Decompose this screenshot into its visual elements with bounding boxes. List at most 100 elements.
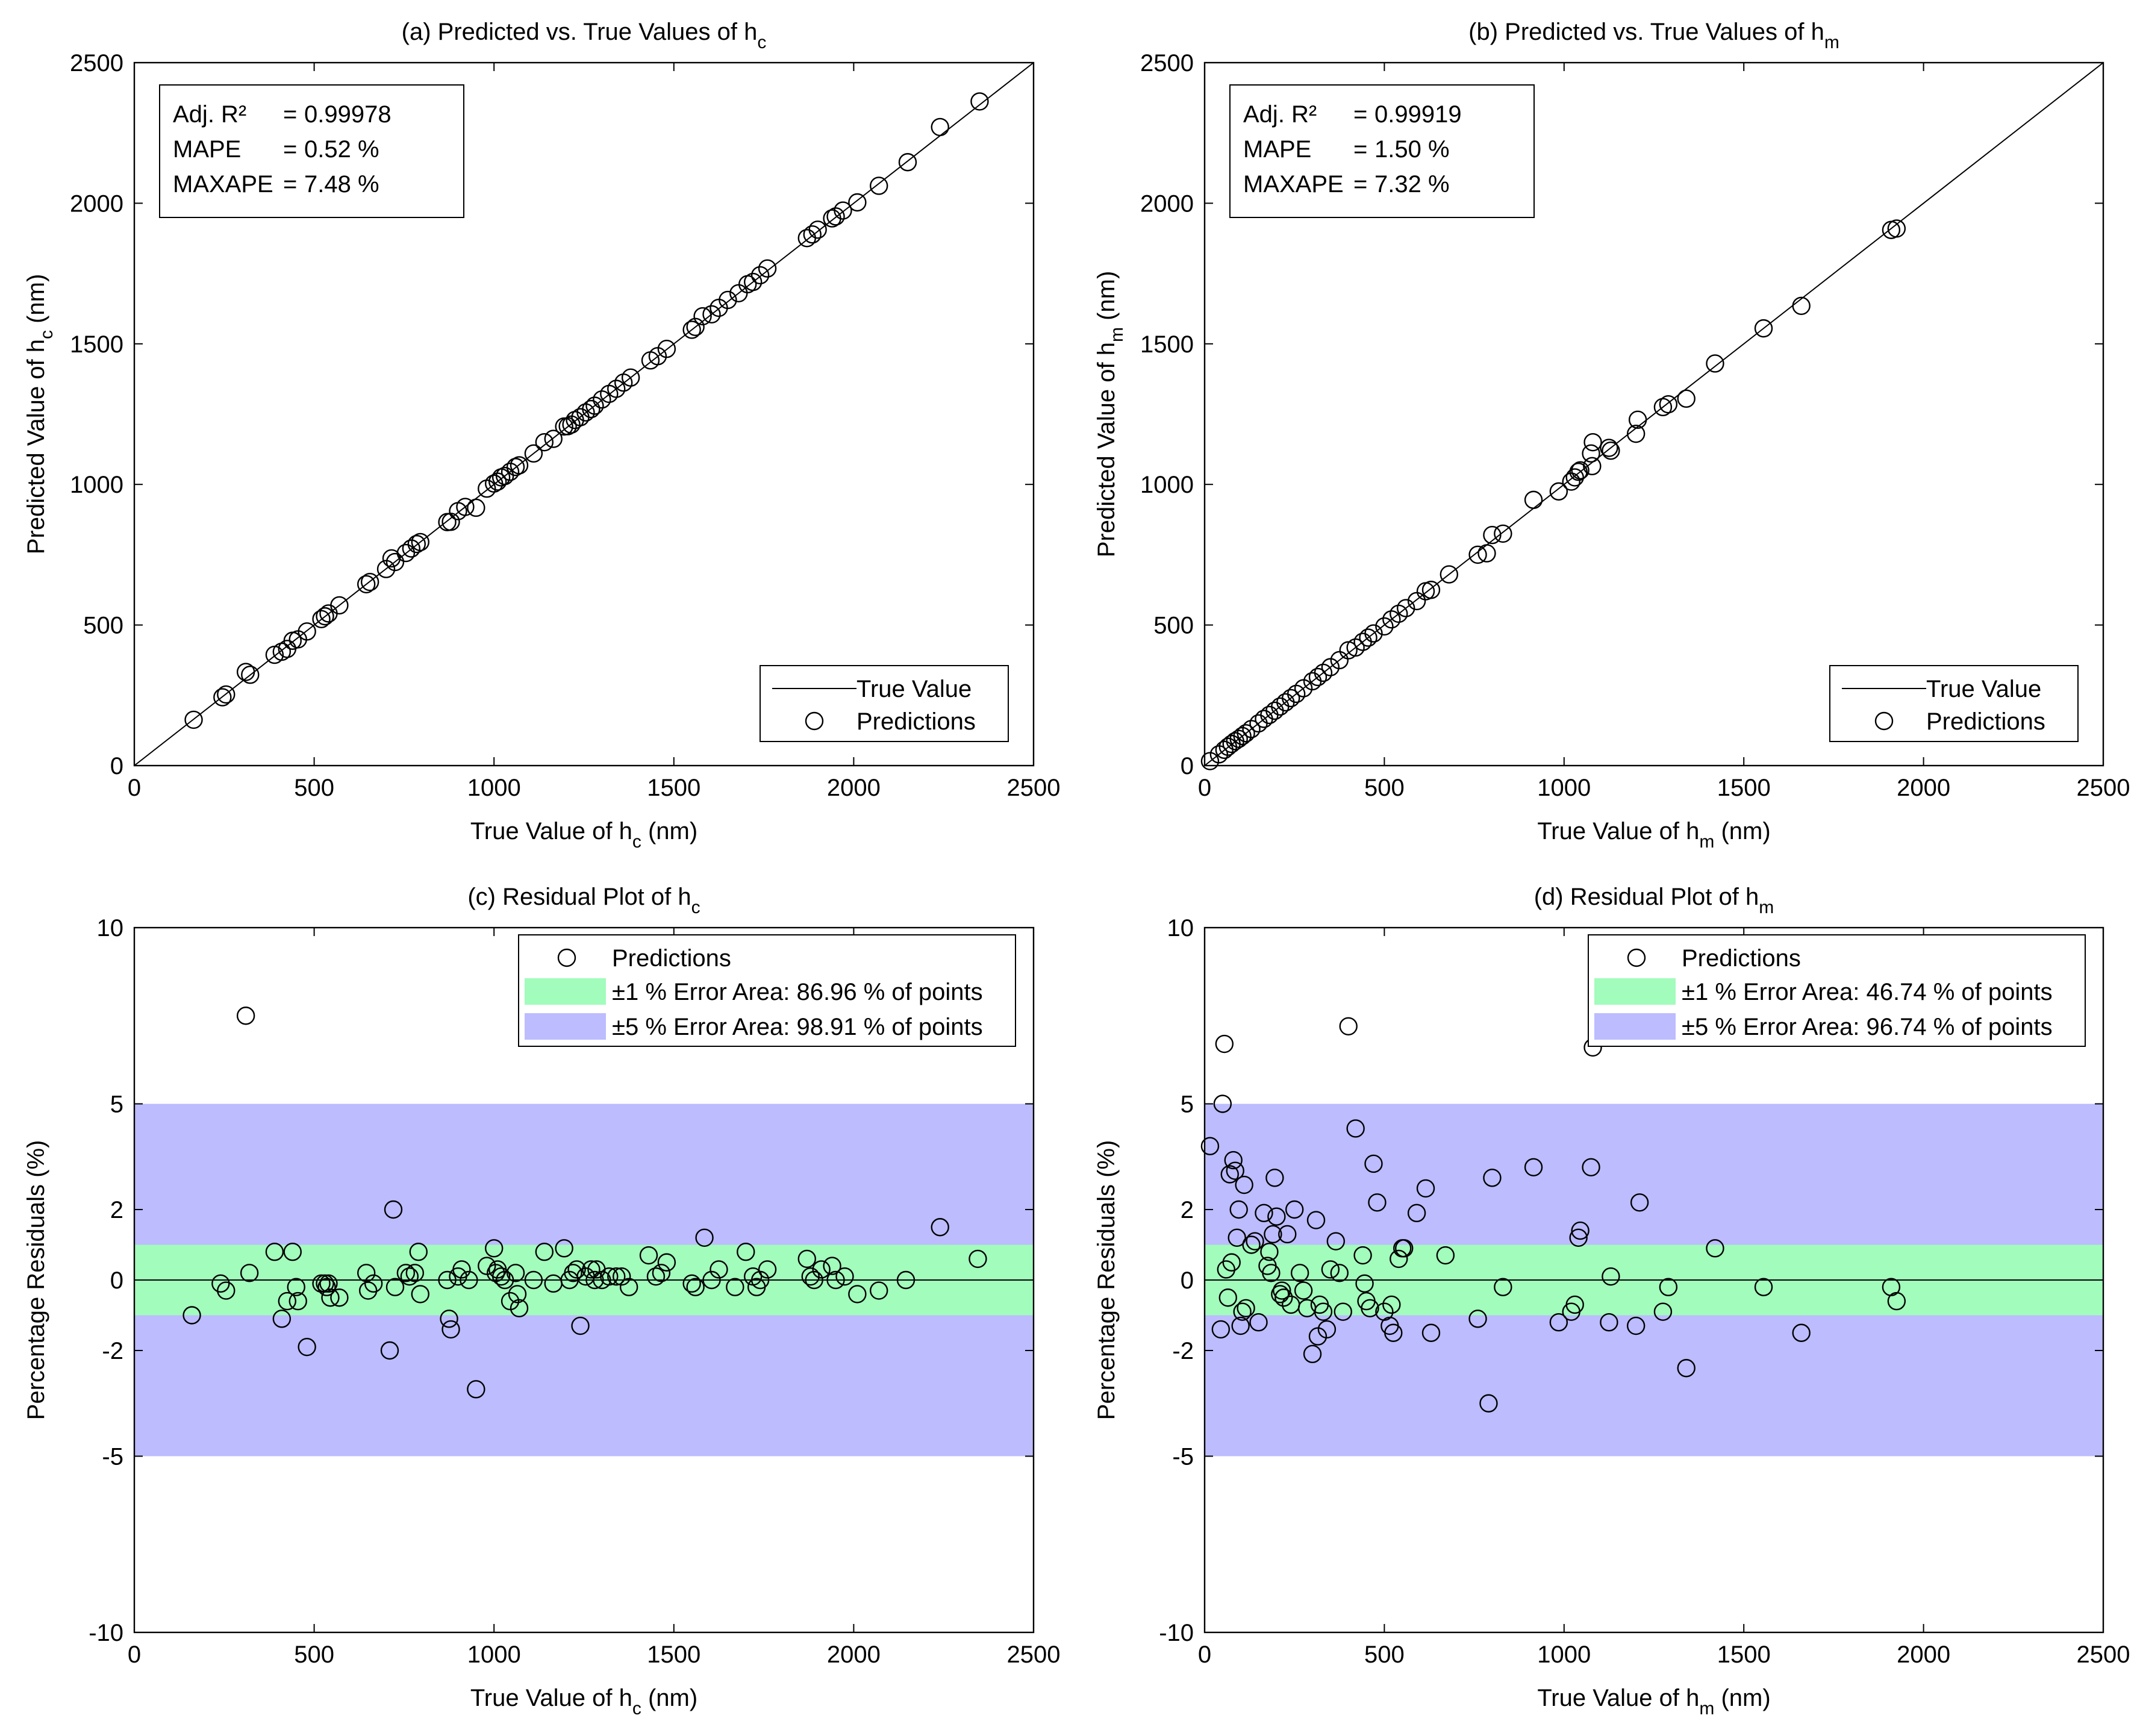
x-axis-label: True Value of hc (nm) [470,818,697,852]
y-axis-label-unit: (nm) [23,274,49,330]
stats-box [1229,84,1535,218]
data-point [217,1281,236,1300]
data-point [1626,1316,1646,1335]
x-tick-label: 0 [128,775,141,801]
legend-band1-swatch [525,978,606,1005]
x-tick-label: 2000 [827,1641,881,1668]
stats-value: 7.32 % [1374,171,1450,198]
data-point [682,320,701,339]
x-tick-label: 500 [1364,775,1405,801]
data-point [750,266,770,285]
y-tick-label: -10 [89,1620,123,1646]
x-tick-label: 1000 [467,1641,521,1668]
data-point [1479,1394,1498,1413]
data-point [1235,1175,1253,1194]
data-point [236,1007,255,1025]
data-point [801,1267,820,1286]
data-point [970,92,989,111]
x-tick-label: 1500 [647,1641,700,1668]
data-point [440,1310,458,1328]
data-point [1582,444,1600,463]
data-point [298,1337,316,1357]
data-point [1468,1310,1487,1328]
data-point [1407,1204,1426,1223]
x-tick-label: 0 [1198,775,1211,801]
panel-b: 0 500 1000 1500 2000 2500 0 500 1000 1500 2000 2500… [1093,19,2130,852]
data-point [1364,624,1383,643]
x-tick-label: 1000 [467,775,521,801]
data-point [1677,389,1696,408]
data-point [298,622,316,641]
y-tick-label: 2500 [70,50,123,76]
chart-title: (d) Residual Plot of hm [1534,884,1774,917]
data-point [312,1274,331,1293]
stats-label: Adj. R² [173,101,246,128]
data-point [506,458,525,476]
y-tick-label: 5 [1181,1091,1194,1118]
data-point [607,1267,626,1286]
data-point [737,1242,755,1261]
data-point [1260,1242,1279,1261]
data-point [1265,1169,1284,1187]
data-point [585,396,604,415]
data-point [236,663,255,681]
axes-frame [133,61,1035,767]
data-point [1562,472,1580,491]
stats-label: MAXAPE [173,171,273,198]
data-point [1215,1034,1234,1054]
y-tick-label: 1000 [1140,472,1194,498]
data-point [593,390,611,409]
data-point [750,1270,770,1290]
legend-label-predictions: Predictions [612,945,731,972]
data-point [710,1260,728,1279]
data-point [1273,1281,1291,1300]
y-axis-label: Percentage Residuals (%) [23,1140,49,1420]
axes-frame [1203,61,2104,767]
data-point [456,498,475,516]
data-point [898,153,917,172]
data-point [758,1260,777,1279]
data-point [544,429,563,448]
data-point [1659,1278,1678,1296]
data-point [495,1270,514,1290]
stats-equals: = [1353,101,1367,128]
y-tick-label: 10 [1167,915,1194,941]
data-point [1384,1323,1403,1342]
data-point [452,1260,471,1279]
data-point [184,710,203,729]
data-point [241,666,260,684]
data-point [441,513,460,531]
data-point [317,1278,336,1296]
data-point [321,1288,340,1307]
stats-equals: = [283,171,297,198]
data-point [1468,545,1487,564]
chart-title-sub: c [691,898,700,917]
x-tick-label: 2500 [1007,775,1061,801]
chart-title-main: (b) Predicted vs. True Values of h [1468,19,1824,45]
data-point [1314,663,1333,682]
data-point [1382,610,1401,629]
legend-marker-swatch [805,711,824,731]
stats-equals: = [283,136,297,163]
data-point [402,539,421,558]
x-tick-label: 1500 [647,775,700,801]
data-point [1571,461,1589,480]
chart-title-main: (c) Residual Plot of h [467,884,691,910]
data-point [272,1310,292,1328]
data-point [1569,462,1588,481]
data-point [803,225,822,244]
data-point [808,220,827,239]
data-point [217,685,236,704]
data-point [384,1200,403,1219]
data-point [1339,1017,1358,1036]
chart-title-main: (d) Residual Plot of h [1534,884,1759,910]
data-point [1436,1246,1455,1265]
data-point [613,1267,631,1286]
data-point [558,417,577,436]
stats-label: Adj. R² [1243,101,1317,128]
data-point [1278,1225,1297,1244]
x-tick-label: 1000 [1537,1641,1591,1668]
y-tick-label: 0 [1181,1267,1194,1294]
data-point [1600,1313,1618,1332]
